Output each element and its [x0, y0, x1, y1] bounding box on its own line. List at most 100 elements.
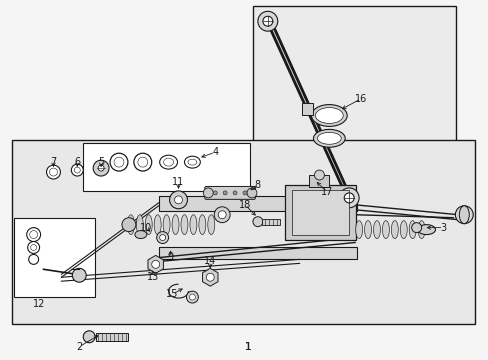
Ellipse shape: [184, 156, 200, 168]
Text: 2: 2: [76, 342, 82, 352]
Circle shape: [151, 260, 160, 268]
Bar: [309, 175, 328, 187]
Ellipse shape: [163, 158, 173, 166]
Bar: [158, 196, 356, 211]
Text: 11: 11: [172, 177, 184, 187]
Circle shape: [156, 231, 168, 243]
Circle shape: [160, 235, 165, 240]
Circle shape: [31, 244, 37, 251]
Ellipse shape: [163, 215, 170, 235]
Circle shape: [174, 196, 182, 204]
Circle shape: [72, 268, 86, 282]
Text: 3: 3: [440, 222, 446, 233]
Circle shape: [93, 160, 109, 176]
Circle shape: [134, 153, 151, 171]
Circle shape: [206, 273, 214, 281]
Ellipse shape: [417, 221, 424, 239]
Circle shape: [252, 217, 263, 227]
Circle shape: [74, 167, 80, 173]
Circle shape: [29, 255, 39, 264]
Polygon shape: [267, 23, 353, 205]
Text: 7: 7: [50, 157, 57, 167]
Bar: [83, 143, 249, 191]
Circle shape: [122, 218, 136, 231]
Circle shape: [28, 242, 40, 253]
Ellipse shape: [181, 215, 187, 235]
Bar: [14, 218, 95, 297]
Text: 9: 9: [167, 252, 173, 262]
Text: 13: 13: [146, 272, 159, 282]
Text: 8: 8: [254, 180, 261, 190]
Text: 10: 10: [140, 222, 152, 233]
Circle shape: [314, 170, 324, 180]
Circle shape: [138, 157, 147, 167]
Ellipse shape: [317, 132, 341, 144]
Text: 5: 5: [98, 157, 104, 167]
Ellipse shape: [127, 215, 134, 235]
Ellipse shape: [315, 108, 343, 123]
Circle shape: [169, 191, 187, 209]
Circle shape: [83, 331, 95, 343]
Ellipse shape: [154, 215, 161, 235]
Bar: [284, 185, 355, 239]
Text: 6: 6: [74, 157, 80, 167]
Circle shape: [223, 191, 226, 195]
Text: 15: 15: [166, 289, 179, 299]
Circle shape: [30, 231, 38, 239]
Bar: [158, 247, 356, 260]
Ellipse shape: [417, 225, 435, 235]
Circle shape: [214, 207, 230, 223]
Text: 1: 1: [244, 342, 251, 352]
Ellipse shape: [400, 221, 407, 239]
Circle shape: [339, 188, 358, 208]
Circle shape: [46, 165, 61, 179]
Circle shape: [189, 294, 195, 300]
Circle shape: [263, 16, 272, 26]
Text: 16: 16: [354, 94, 366, 104]
Ellipse shape: [355, 221, 362, 239]
Bar: [262, 219, 279, 225]
Ellipse shape: [135, 231, 146, 239]
Circle shape: [98, 165, 104, 171]
Circle shape: [243, 191, 246, 195]
Ellipse shape: [311, 105, 346, 126]
Circle shape: [71, 164, 83, 176]
Circle shape: [186, 291, 198, 303]
FancyBboxPatch shape: [204, 186, 255, 199]
Ellipse shape: [189, 215, 197, 235]
Circle shape: [257, 11, 277, 31]
Ellipse shape: [160, 155, 177, 169]
Bar: [291, 190, 348, 235]
Bar: [301, 103, 313, 114]
Bar: [252, 6, 455, 220]
Circle shape: [114, 157, 123, 167]
Circle shape: [49, 168, 57, 176]
Circle shape: [203, 188, 213, 198]
Ellipse shape: [172, 215, 179, 235]
Text: 12: 12: [33, 299, 46, 309]
Ellipse shape: [187, 159, 197, 165]
Text: 17: 17: [321, 187, 333, 197]
Bar: [96, 333, 128, 341]
Circle shape: [344, 193, 353, 203]
Ellipse shape: [373, 221, 380, 239]
Ellipse shape: [313, 129, 345, 147]
Circle shape: [110, 153, 128, 171]
Circle shape: [246, 188, 256, 198]
Circle shape: [218, 211, 225, 219]
Circle shape: [233, 191, 237, 195]
Ellipse shape: [199, 215, 205, 235]
Circle shape: [27, 228, 41, 242]
Text: 1: 1: [244, 342, 250, 352]
Bar: [12, 140, 474, 324]
Text: 4: 4: [212, 147, 218, 157]
Ellipse shape: [364, 221, 371, 239]
Text: 14: 14: [203, 256, 216, 266]
Ellipse shape: [458, 206, 468, 224]
Text: 18: 18: [238, 200, 251, 210]
Circle shape: [213, 191, 217, 195]
Ellipse shape: [145, 215, 152, 235]
Ellipse shape: [408, 221, 415, 239]
Ellipse shape: [136, 215, 143, 235]
Ellipse shape: [382, 221, 388, 239]
